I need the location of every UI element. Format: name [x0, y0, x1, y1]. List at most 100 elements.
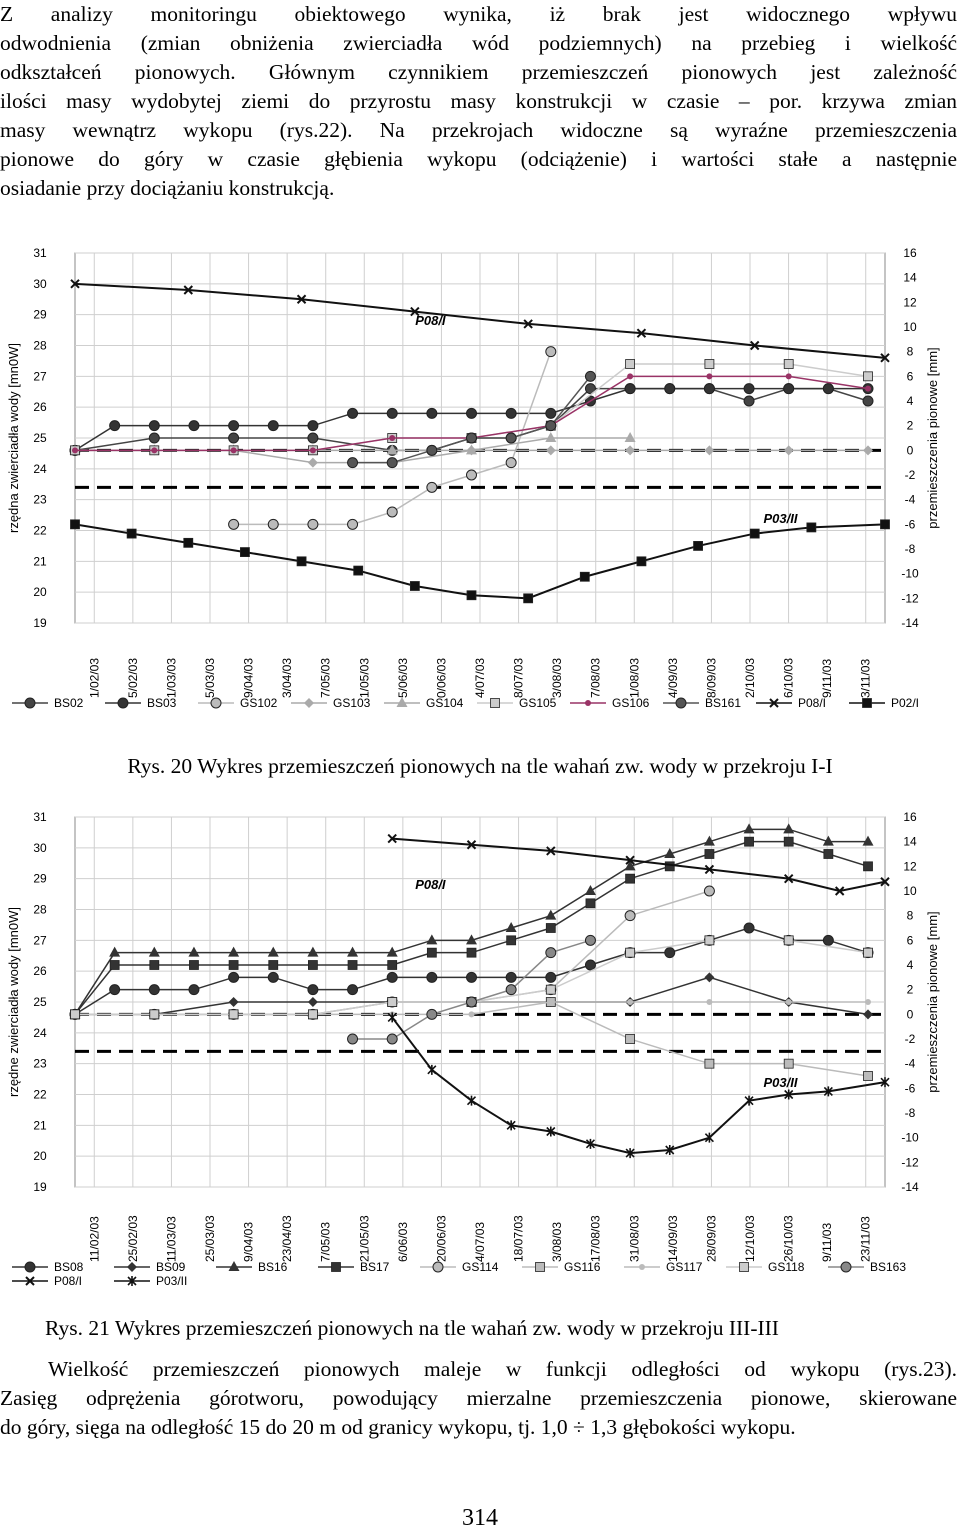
text-line: masy wewnątrz wykopu (rys.22). Na przekr…	[0, 118, 957, 142]
chart-2-plot	[69, 816, 890, 1188]
x-tick-label: 31/08/03	[627, 1215, 641, 1262]
x-tick-label: 1/02/03	[87, 658, 101, 698]
text-line: odwodnienia (zmian obniżenia zwierciadła…	[0, 31, 957, 55]
y2-tick-label: -12	[901, 1155, 919, 1169]
legend-swatch-marker	[396, 697, 408, 707]
x-tick-label: 5/02/03	[126, 658, 140, 698]
y-tick-label: 28	[33, 903, 47, 917]
legend-item: BS09	[114, 1260, 186, 1274]
legend-item: BS02	[12, 696, 84, 710]
data-point	[743, 383, 755, 395]
y-tick-label: 26	[33, 400, 47, 414]
data-point	[228, 960, 239, 970]
x-tick-label: 4/07/03	[473, 1222, 487, 1262]
data-point	[387, 997, 398, 1007]
series-gs102	[228, 346, 557, 530]
x-tick-label: 4/07/03	[473, 658, 487, 698]
x-tick-label: 7/05/03	[319, 658, 333, 698]
legend-swatch-marker	[840, 1261, 852, 1273]
x-tick-label: 17/08/03	[589, 1215, 603, 1262]
legend-swatch-marker	[210, 697, 222, 709]
y-tick-label: 25	[33, 431, 47, 445]
data-point	[307, 946, 319, 957]
data-point	[584, 934, 596, 946]
data-point	[704, 445, 715, 456]
text-line: Wielkość przemieszczeń pionowych maleje …	[48, 1357, 957, 1381]
y-tick-label: 30	[33, 277, 47, 291]
data-point	[307, 457, 318, 468]
legend-label: GS105	[519, 696, 557, 710]
data-point	[148, 984, 160, 996]
data-point	[70, 279, 80, 289]
legend-label: GS104	[426, 696, 464, 710]
data-point	[426, 481, 438, 493]
annotation-label: P08/I	[415, 313, 446, 328]
data-point	[783, 823, 795, 834]
data-point	[72, 447, 78, 454]
series-bs16	[69, 823, 874, 1019]
data-point	[386, 457, 398, 469]
y-tick-label: 30	[33, 841, 47, 855]
x-tick-label: 9/11/03	[820, 659, 834, 698]
legend-swatch-marker	[585, 700, 591, 706]
data-point	[863, 947, 873, 958]
data-point	[228, 997, 239, 1007]
data-point	[228, 432, 240, 444]
data-point	[228, 946, 240, 957]
x-tick-label: 6/06/03	[396, 1222, 410, 1262]
y-tick-label: 20	[33, 1149, 47, 1163]
data-point	[468, 1011, 475, 1018]
data-point	[386, 407, 398, 419]
legend-swatch-marker	[331, 1262, 341, 1272]
data-point	[703, 835, 715, 846]
data-point	[783, 445, 794, 456]
y2-tick-label: 8	[907, 909, 914, 923]
data-point	[386, 506, 398, 518]
y2-tick-label: 4	[907, 394, 914, 408]
y-tick-label: 21	[33, 1118, 47, 1132]
y-tick-label: 25	[33, 995, 47, 1009]
data-point	[466, 590, 477, 601]
y2-tick-label: 10	[903, 884, 917, 898]
y2-tick-label: -4	[905, 1057, 916, 1071]
data-point	[109, 984, 121, 996]
data-point	[188, 946, 200, 957]
data-point	[268, 960, 279, 970]
legend-label: GS114	[462, 1260, 499, 1274]
data-point	[664, 383, 676, 395]
data-point	[880, 877, 890, 887]
data-point	[806, 522, 817, 533]
data-point	[296, 556, 307, 567]
data-point	[703, 383, 715, 395]
data-point	[387, 833, 397, 844]
data-point	[625, 359, 636, 369]
data-point	[625, 445, 636, 456]
y2-tick-label: -10	[901, 1131, 919, 1145]
data-point	[664, 947, 676, 959]
y2-tick-label: 2	[907, 419, 914, 433]
data-point	[505, 922, 517, 932]
data-point	[466, 947, 477, 958]
data-point	[347, 457, 359, 469]
data-point	[347, 946, 359, 957]
data-point	[783, 873, 794, 884]
data-point	[545, 909, 557, 920]
text-line: do góry, sięga na odległość 15 do 20 m o…	[0, 1415, 796, 1439]
y2-tick-label: 14	[903, 271, 917, 285]
legend-item: GS103	[291, 696, 371, 710]
data-point	[505, 984, 517, 996]
data-point	[865, 999, 872, 1005]
data-point	[505, 432, 517, 444]
legend-swatch-marker	[117, 697, 129, 709]
data-point	[466, 407, 478, 419]
legend-item: BS03	[105, 696, 177, 710]
data-point	[466, 444, 478, 455]
legend-label: P03/II	[156, 1274, 187, 1288]
series-line	[392, 837, 886, 893]
legend-swatch-marker	[24, 1261, 36, 1273]
x-tick-label: 5/06/03	[396, 658, 410, 698]
data-point	[426, 971, 438, 983]
series-line	[74, 282, 886, 359]
y2-tick-label: 12	[903, 859, 917, 873]
x-tick-label: 9/04/03	[242, 658, 256, 698]
